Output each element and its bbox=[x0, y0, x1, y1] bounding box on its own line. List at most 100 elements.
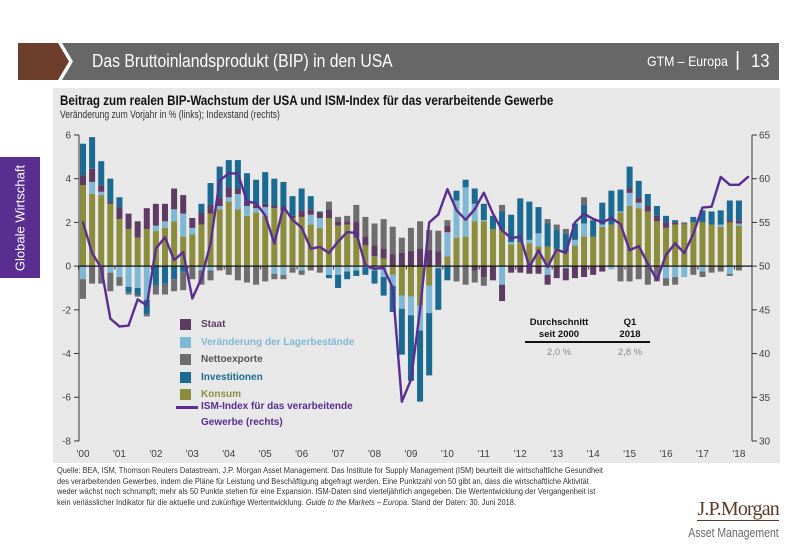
bar-investitionen bbox=[590, 220, 597, 237]
bar-staat bbox=[389, 254, 396, 267]
bar-konsum bbox=[398, 266, 405, 296]
right-axis-tick-label: 35 bbox=[759, 393, 771, 404]
bar-investitionen bbox=[307, 196, 314, 210]
stat-value-average: 2,0 % bbox=[546, 347, 572, 358]
bar-lager bbox=[726, 266, 733, 274]
bar-lager bbox=[189, 227, 196, 235]
bar-lager bbox=[453, 200, 460, 238]
ism-point bbox=[273, 242, 276, 245]
footnote-line: Quelle: BEA, ISM, Thomson Reuters Datast… bbox=[57, 465, 603, 475]
stat-header-average: Durchschnitt seit 2000 bbox=[519, 317, 599, 340]
bar-investitionen bbox=[708, 211, 715, 225]
bar-staat bbox=[435, 251, 442, 266]
bar-nettoexporte bbox=[417, 221, 424, 249]
bar-lager bbox=[353, 266, 360, 271]
bar-nettoexporte bbox=[335, 216, 342, 222]
bar-staat bbox=[262, 203, 269, 208]
bar-konsum bbox=[225, 201, 232, 267]
ism-point bbox=[109, 317, 112, 320]
stat-header-average-line1: Durchschnitt bbox=[529, 317, 589, 328]
bar-staat bbox=[735, 220, 742, 224]
bar-lager bbox=[398, 295, 405, 309]
legend-swatch-konsum bbox=[180, 388, 191, 400]
bar-konsum bbox=[289, 218, 296, 267]
bar-staat bbox=[225, 187, 232, 198]
bar-konsum bbox=[571, 245, 578, 267]
bar-nettoexporte bbox=[371, 223, 378, 246]
ism-line-layer bbox=[81, 172, 750, 403]
bar-konsum bbox=[590, 236, 597, 267]
x-axis-tick-label: '07 bbox=[332, 449, 345, 460]
bar-staat bbox=[407, 250, 414, 267]
ism-point bbox=[154, 247, 157, 250]
ism-point bbox=[500, 229, 504, 232]
ism-point bbox=[191, 297, 194, 300]
bar-lager bbox=[435, 266, 442, 269]
bar-staat bbox=[508, 266, 515, 273]
right-axis-tick-label: 55 bbox=[759, 218, 771, 229]
ism-point bbox=[573, 221, 577, 224]
bar-staat bbox=[544, 274, 551, 285]
ism-point bbox=[418, 308, 422, 311]
legend-item-staat: Staat bbox=[180, 318, 225, 330]
right-axis-tick-label: 40 bbox=[759, 349, 771, 360]
bar-lager bbox=[234, 193, 241, 210]
ism-point bbox=[127, 324, 130, 327]
bar-nettoexporte bbox=[298, 270, 305, 275]
ism-point bbox=[601, 221, 604, 224]
bar-staat bbox=[562, 268, 569, 281]
bar-konsum bbox=[453, 237, 460, 267]
bar-staat bbox=[489, 266, 496, 281]
ism-point bbox=[619, 223, 622, 226]
bar-staat bbox=[234, 188, 241, 194]
ism-point bbox=[592, 217, 595, 221]
bar-lager bbox=[672, 266, 679, 278]
bar-konsum bbox=[535, 246, 542, 267]
ism-point bbox=[236, 172, 239, 175]
x-axis-tick-label: '13 bbox=[550, 449, 563, 460]
bar-investitionen bbox=[207, 183, 214, 205]
bar-lager bbox=[444, 232, 451, 257]
right-axis-tick-label: 30 bbox=[759, 437, 771, 448]
bar-nettoexporte bbox=[380, 219, 387, 249]
bar-lager bbox=[471, 203, 478, 222]
bar-investitionen bbox=[444, 266, 451, 281]
bar-nettoexporte bbox=[663, 278, 670, 286]
bar-konsum bbox=[581, 236, 588, 267]
bar-staat bbox=[590, 266, 597, 275]
bar-staat bbox=[362, 236, 369, 246]
bar-nettoexporte bbox=[708, 266, 715, 273]
ism-point bbox=[245, 200, 249, 203]
ism-point bbox=[309, 247, 312, 250]
bar-nettoexporte bbox=[653, 266, 660, 282]
ism-point bbox=[710, 205, 713, 208]
bar-konsum bbox=[526, 243, 533, 267]
x-axis-tick-label: '03 bbox=[186, 449, 199, 460]
bar-konsum bbox=[508, 244, 515, 267]
legend-item-investitionen: Investitionen bbox=[180, 371, 263, 383]
bar-konsum bbox=[644, 211, 651, 267]
ism-point bbox=[100, 266, 103, 269]
bar-investitionen bbox=[726, 200, 733, 221]
ism-point bbox=[218, 179, 221, 182]
bar-lager bbox=[216, 205, 223, 210]
bar-lager bbox=[335, 266, 342, 275]
bar-konsum bbox=[699, 222, 706, 267]
bar-staat bbox=[599, 266, 606, 272]
page-number: 13 bbox=[751, 50, 770, 71]
bar-lager bbox=[125, 266, 132, 287]
bar-lager bbox=[171, 209, 178, 222]
bar-investitionen bbox=[80, 143, 86, 176]
bar-lager bbox=[508, 242, 515, 245]
bar-nettoexporte bbox=[280, 274, 287, 280]
bar-nettoexporte bbox=[453, 266, 460, 282]
ism-point bbox=[610, 216, 613, 220]
bar-nettoexporte bbox=[644, 266, 651, 285]
bar-investitionen bbox=[544, 223, 551, 247]
x-axis-tick-label: '06 bbox=[295, 449, 308, 460]
bar-lager bbox=[480, 220, 487, 222]
bar-konsum bbox=[362, 245, 369, 267]
header-separator: | bbox=[735, 49, 741, 71]
bar-staat bbox=[152, 203, 159, 226]
bar-lager bbox=[152, 225, 159, 232]
